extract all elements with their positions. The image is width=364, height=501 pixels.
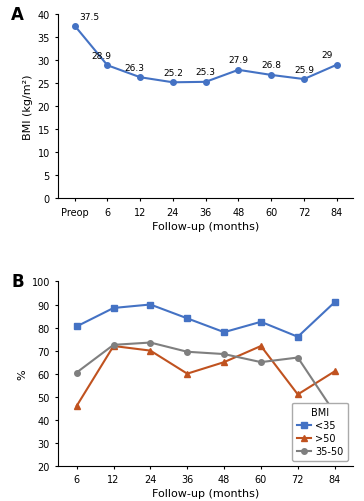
Legend: <35, >50, 35-50: <35, >50, 35-50 (292, 403, 348, 461)
35-50 (111, 342, 116, 348)
Text: 37.5: 37.5 (79, 14, 99, 23)
>50 (296, 392, 300, 398)
35-50 (259, 359, 263, 365)
Line: <35: <35 (74, 300, 337, 340)
<35 (332, 300, 337, 306)
<35 (148, 302, 153, 308)
>50 (185, 371, 189, 377)
Text: 29: 29 (321, 51, 333, 60)
<35 (111, 305, 116, 311)
>50 (111, 343, 116, 349)
35-50 (75, 370, 79, 376)
<35 (296, 334, 300, 340)
35-50 (332, 410, 337, 416)
Text: A: A (11, 6, 24, 24)
Text: B: B (11, 273, 24, 291)
Line: >50: >50 (74, 344, 337, 409)
<35 (259, 319, 263, 325)
Text: 27.9: 27.9 (229, 56, 248, 65)
>50 (332, 369, 337, 375)
Y-axis label: %: % (17, 369, 27, 379)
Y-axis label: BMI (kg/m²): BMI (kg/m²) (23, 74, 33, 140)
<35 (75, 324, 79, 330)
35-50 (222, 351, 226, 357)
35-50 (185, 349, 189, 355)
>50 (75, 403, 79, 409)
<35 (185, 316, 189, 322)
Text: 25.3: 25.3 (196, 68, 215, 77)
Text: 26.8: 26.8 (261, 61, 281, 70)
>50 (222, 359, 226, 365)
X-axis label: Follow-up (months): Follow-up (months) (152, 221, 259, 231)
X-axis label: Follow-up (months): Follow-up (months) (152, 488, 259, 498)
35-50 (296, 355, 300, 361)
<35 (222, 330, 226, 336)
>50 (148, 348, 153, 354)
35-50 (148, 340, 153, 346)
Text: 25.9: 25.9 (294, 65, 314, 74)
Text: 25.2: 25.2 (163, 69, 183, 78)
Text: 28.9: 28.9 (92, 52, 111, 61)
Text: 26.3: 26.3 (124, 64, 144, 73)
>50 (259, 343, 263, 349)
Line: 35-50: 35-50 (74, 340, 337, 416)
